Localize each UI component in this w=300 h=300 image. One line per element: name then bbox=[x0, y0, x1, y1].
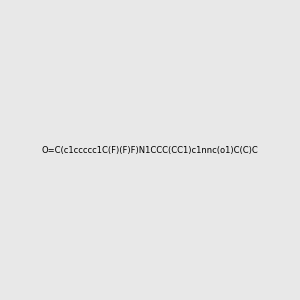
Text: O=C(c1ccccc1C(F)(F)F)N1CCC(CC1)c1nnc(o1)C(C)C: O=C(c1ccccc1C(F)(F)F)N1CCC(CC1)c1nnc(o1)… bbox=[42, 146, 258, 154]
